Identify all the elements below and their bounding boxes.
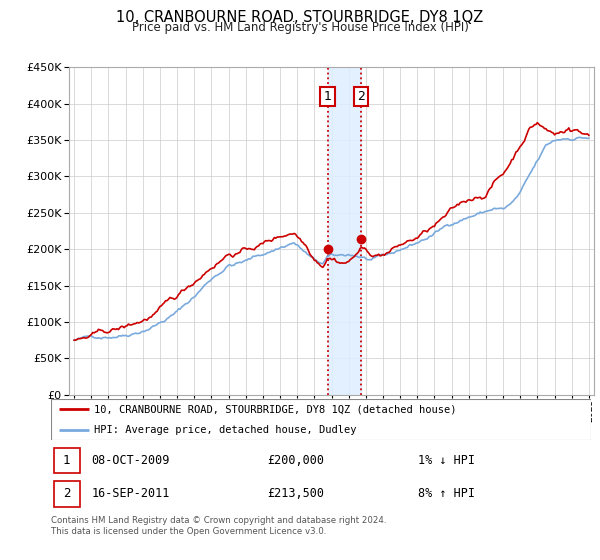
Text: 08-OCT-2009: 08-OCT-2009	[91, 454, 170, 467]
Text: 1: 1	[63, 454, 70, 467]
Text: £213,500: £213,500	[267, 487, 324, 501]
Text: 16-SEP-2011: 16-SEP-2011	[91, 487, 170, 501]
Bar	[54, 448, 80, 473]
Text: £200,000: £200,000	[267, 454, 324, 467]
Bar	[54, 481, 80, 506]
Text: 1: 1	[323, 90, 331, 103]
Bar	[328, 67, 361, 395]
Text: HPI: Average price, detached house, Dudley: HPI: Average price, detached house, Dudl…	[94, 424, 357, 435]
Text: 10, CRANBOURNE ROAD, STOURBRIDGE, DY8 1QZ: 10, CRANBOURNE ROAD, STOURBRIDGE, DY8 1Q…	[116, 10, 484, 25]
Text: 8% ↑ HPI: 8% ↑ HPI	[418, 487, 475, 501]
Text: Contains HM Land Registry data © Crown copyright and database right 2024.
This d: Contains HM Land Registry data © Crown c…	[51, 516, 386, 536]
Text: 2: 2	[357, 90, 365, 103]
Text: 1% ↓ HPI: 1% ↓ HPI	[418, 454, 475, 467]
Text: Price paid vs. HM Land Registry's House Price Index (HPI): Price paid vs. HM Land Registry's House …	[131, 21, 469, 34]
Text: 2: 2	[63, 487, 70, 501]
Text: 10, CRANBOURNE ROAD, STOURBRIDGE, DY8 1QZ (detached house): 10, CRANBOURNE ROAD, STOURBRIDGE, DY8 1Q…	[94, 404, 457, 414]
